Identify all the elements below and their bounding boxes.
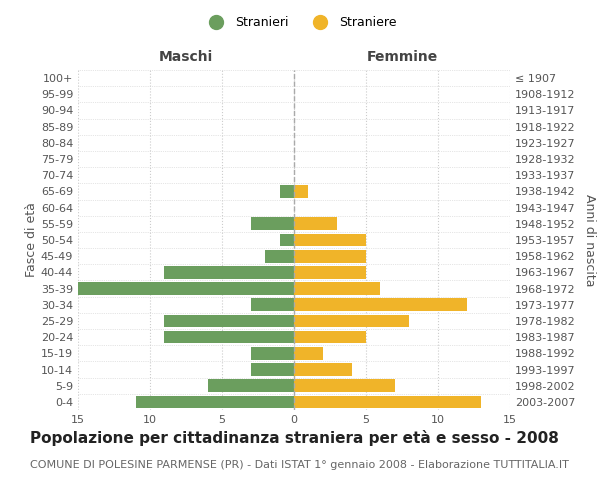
Bar: [136, 396, 294, 408]
Bar: [294, 234, 366, 246]
Bar: [294, 218, 337, 230]
Legend: Stranieri, Straniere: Stranieri, Straniere: [199, 11, 401, 34]
Bar: [294, 282, 380, 295]
Bar: [280, 185, 294, 198]
Bar: [294, 185, 308, 198]
Bar: [265, 250, 294, 262]
Y-axis label: Anni di nascita: Anni di nascita: [583, 194, 596, 286]
Bar: [251, 298, 294, 311]
Text: Popolazione per cittadinanza straniera per età e sesso - 2008: Popolazione per cittadinanza straniera p…: [30, 430, 559, 446]
Bar: [294, 314, 409, 328]
Bar: [294, 331, 366, 344]
Bar: [251, 363, 294, 376]
Bar: [294, 250, 366, 262]
Bar: [208, 380, 294, 392]
Bar: [294, 266, 366, 278]
Bar: [164, 266, 294, 278]
Text: Maschi: Maschi: [159, 50, 213, 64]
Bar: [294, 380, 395, 392]
Bar: [280, 234, 294, 246]
Bar: [251, 218, 294, 230]
Bar: [294, 363, 352, 376]
Bar: [294, 298, 467, 311]
Bar: [294, 347, 323, 360]
Y-axis label: Fasce di età: Fasce di età: [25, 202, 38, 278]
Bar: [78, 282, 294, 295]
Bar: [294, 396, 481, 408]
Text: Femmine: Femmine: [367, 50, 437, 64]
Text: COMUNE DI POLESINE PARMENSE (PR) - Dati ISTAT 1° gennaio 2008 - Elaborazione TUT: COMUNE DI POLESINE PARMENSE (PR) - Dati …: [30, 460, 569, 470]
Bar: [164, 331, 294, 344]
Bar: [164, 314, 294, 328]
Bar: [251, 347, 294, 360]
